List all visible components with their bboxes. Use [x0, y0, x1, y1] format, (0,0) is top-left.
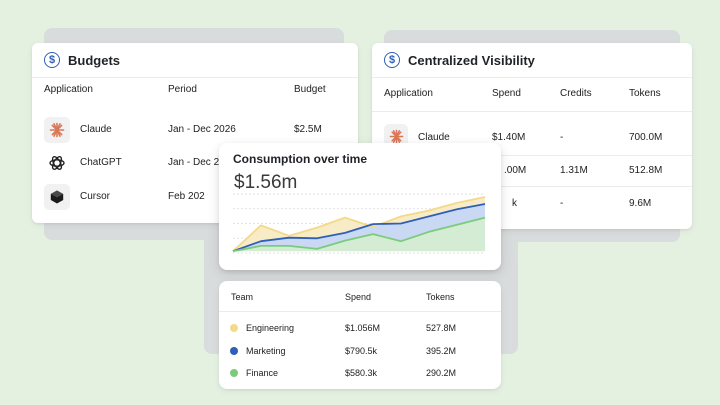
cursor-icon	[44, 184, 70, 210]
series-line-engineering	[232, 196, 486, 252]
budget-row-period: Feb 202	[168, 191, 205, 202]
budgets-title: Budgets	[68, 52, 120, 68]
visibility-row-credits: -	[560, 132, 564, 143]
column-header-team: Team	[231, 292, 254, 302]
visibility-row-spend: .00M	[504, 165, 527, 176]
team-row-spend: $790.5k	[345, 346, 378, 356]
column-header-period: Period	[168, 84, 197, 95]
visibility-title: Centralized Visibility	[408, 52, 535, 68]
budget-row-period: Jan - Dec 2026	[168, 124, 236, 135]
column-header-tokens: Tokens	[629, 88, 661, 99]
dollar-icon: $	[44, 52, 60, 68]
chatgpt-icon	[44, 150, 70, 176]
team-row-tokens: 290.2M	[426, 368, 457, 378]
column-header-tokens: Tokens	[426, 292, 455, 302]
budgets-header: $ Budgets	[32, 43, 358, 78]
consumption-chart	[232, 193, 486, 254]
header-divider	[372, 111, 692, 112]
visibility-row-tokens: 700.0M	[629, 132, 663, 143]
legend-swatch-engineering	[230, 324, 238, 332]
column-header-credits: Credits	[560, 88, 592, 99]
visibility-row-credits: -	[560, 198, 564, 209]
dollar-icon: $	[384, 52, 400, 68]
team-row-spend: $1.056M	[345, 323, 381, 333]
team-row-tokens: 395.2M	[426, 346, 457, 356]
column-header-application: Application	[44, 84, 93, 95]
visibility-row-tokens: 512.8M	[629, 165, 663, 176]
row-divider	[372, 186, 692, 187]
visibility-row-spend: k	[512, 198, 517, 209]
column-header-budget: Budget	[294, 84, 326, 95]
team-row-tokens: 527.8M	[426, 323, 457, 333]
row-divider	[372, 155, 692, 156]
budget-row-app: ChatGPT	[80, 157, 122, 168]
visibility-row-spend: $1.40M	[492, 132, 526, 143]
area-marketing	[233, 204, 485, 252]
visibility-row-tokens: 9.6M	[629, 198, 652, 209]
team-row-name: Marketing	[246, 346, 286, 356]
header-divider	[219, 311, 501, 312]
series-line-marketing	[232, 203, 486, 253]
visibility-header: $ Centralized Visibility	[372, 43, 692, 78]
team-row-name: Finance	[246, 368, 279, 378]
column-header-application: Application	[384, 88, 433, 99]
budget-row-app: Cursor	[80, 191, 111, 202]
column-header-spend: Spend	[345, 292, 372, 302]
team-row-name: Engineering	[246, 323, 295, 333]
budget-row-app: Claude	[80, 124, 112, 135]
claude-icon	[44, 117, 70, 143]
legend-swatch-marketing	[230, 347, 238, 355]
team-card: Team Spend Tokens Engineering $1.056M 52…	[219, 281, 501, 389]
legend-swatch-finance	[230, 369, 238, 377]
budget-row-period: Jan - Dec 2026	[168, 157, 236, 168]
team-row-spend: $580.3k	[345, 368, 378, 378]
visibility-row-app: Claude	[418, 132, 450, 143]
consumption-total: $1.56m	[234, 172, 298, 193]
visibility-row-credits: 1.31M	[560, 165, 588, 176]
column-header-spend: Spend	[492, 88, 521, 99]
area-finance	[233, 217, 485, 252]
consumption-card: Consumption over time $1.56m	[219, 143, 501, 270]
consumption-title: Consumption over time	[233, 152, 368, 166]
series-line-finance	[232, 216, 486, 253]
budget-row-amount: $2.5M	[294, 124, 322, 135]
